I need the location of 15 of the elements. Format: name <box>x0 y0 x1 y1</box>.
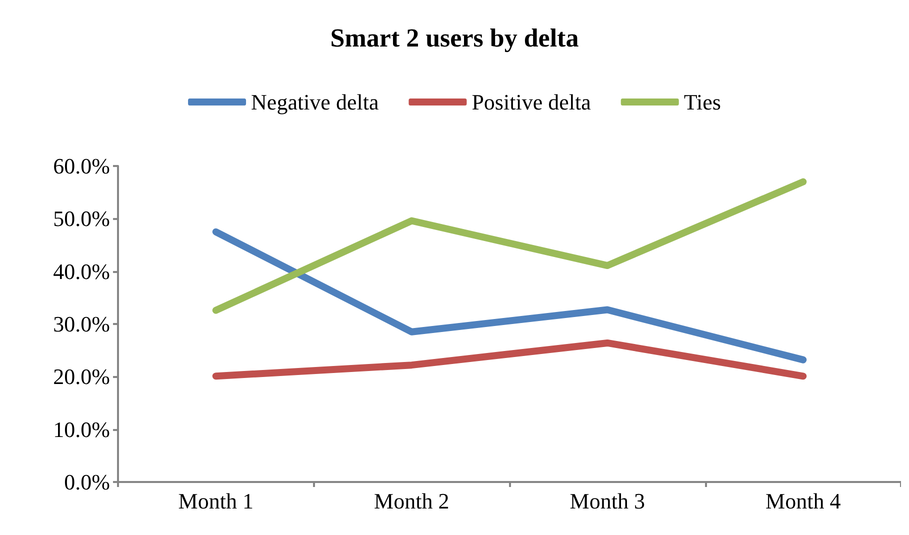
legend-label: Ties <box>684 90 721 114</box>
y-tick-label: 30.0% <box>53 312 110 336</box>
y-tick-label: 40.0% <box>53 258 110 284</box>
legend-label: Negative delta <box>251 90 379 114</box>
chart-title: Smart 2 users by delta <box>330 24 579 52</box>
x-tick-label: Month 4 <box>766 488 841 514</box>
x-tick-label: Month 2 <box>374 488 450 514</box>
legend-label: Positive delta <box>472 90 592 114</box>
y-tick-label: 60.0% <box>53 154 110 178</box>
y-tick-label: 50.0% <box>53 206 110 232</box>
y-tick-label: 0.0% <box>64 470 110 494</box>
y-tick-label: 10.0% <box>53 416 110 442</box>
y-tick-label: 20.0% <box>53 364 110 390</box>
x-tick-label: Month 3 <box>570 488 645 514</box>
x-tick-label: Month 1 <box>178 488 254 514</box>
